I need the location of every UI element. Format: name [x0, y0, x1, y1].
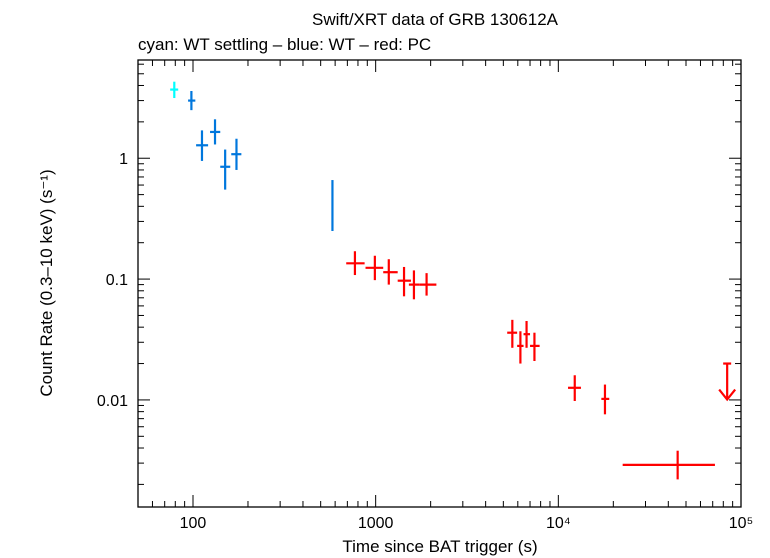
x-tick-label: 10⁵ — [729, 515, 753, 532]
data-point — [188, 91, 196, 111]
data-point — [408, 270, 420, 300]
data-point — [220, 149, 231, 190]
data-points — [170, 81, 737, 480]
data-point — [210, 119, 221, 145]
y-axis-label: Count Rate (0.3–10 keV) (s⁻¹) — [37, 169, 56, 396]
data-point — [530, 332, 540, 361]
data-point — [365, 255, 384, 281]
data-point — [196, 130, 209, 161]
data-point — [568, 375, 581, 401]
data-point — [517, 331, 524, 364]
data-point — [507, 319, 518, 348]
data-point — [346, 251, 365, 276]
y-tick-label: 0.1 — [106, 272, 128, 289]
data-point — [170, 81, 179, 99]
upper-limit-head — [718, 388, 737, 402]
data-point — [601, 384, 610, 415]
x-tick-label: 10⁴ — [546, 515, 571, 532]
data-point — [231, 138, 242, 170]
data-point — [419, 273, 437, 296]
chart-title: Swift/XRT data of GRB 130612A — [312, 10, 559, 29]
data-point — [397, 266, 411, 297]
data-point — [331, 180, 334, 231]
x-tick-label: 100 — [180, 515, 207, 532]
y-tick-label: 1 — [119, 151, 128, 168]
data-point — [622, 450, 715, 480]
x-tick-label: 1000 — [358, 515, 394, 532]
axis-ticks: 100 1000 10⁴ 10⁵ 1 0.1 0.01 — [97, 60, 753, 532]
plot-frame — [137, 59, 742, 508]
upper-limit-arrow — [718, 362, 737, 402]
data-point — [523, 320, 531, 348]
y-tick-label: 0.01 — [97, 393, 128, 410]
x-axis-label: Time since BAT trigger (s) — [342, 537, 537, 556]
chart-subtitle: cyan: WT settling – blue: WT – red: PC — [138, 35, 431, 54]
data-point — [383, 259, 398, 285]
